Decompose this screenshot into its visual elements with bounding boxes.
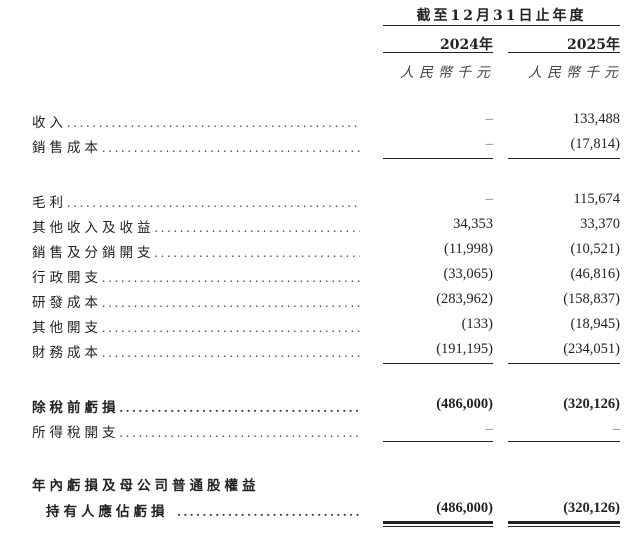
row-label-wrap: 行政開支....................................… bbox=[32, 266, 360, 286]
table-row: 所得稅開支...................................… bbox=[0, 421, 640, 441]
value-2024: – bbox=[485, 421, 493, 437]
final-row: 持有人應佔虧損 ................................… bbox=[0, 500, 640, 520]
row-label: 研發成本 bbox=[32, 295, 102, 311]
subtotal-underline bbox=[383, 158, 493, 159]
dot-leader: ........................................… bbox=[102, 140, 360, 155]
double-underline-2024 bbox=[383, 521, 493, 524]
table-row: 研發成本....................................… bbox=[0, 291, 640, 311]
table-row: 銷售成本....................................… bbox=[0, 136, 640, 156]
row-label-wrap: 銷售成本....................................… bbox=[32, 136, 360, 156]
dot-leader: ........................................… bbox=[102, 270, 360, 285]
value-2025: (158,837) bbox=[563, 291, 620, 307]
row-label-wrap: 其他開支....................................… bbox=[32, 316, 360, 336]
row-label-wrap: 毛利......................................… bbox=[32, 191, 360, 211]
row-label: 收入 bbox=[32, 115, 67, 131]
year-2025-header: 2025年 bbox=[567, 37, 620, 53]
double-underline-2024b bbox=[383, 526, 493, 527]
dot-leader: ........................................… bbox=[119, 425, 361, 440]
header-divider bbox=[383, 25, 620, 26]
row-label: 行政開支 bbox=[32, 270, 102, 286]
table-row: 其他開支....................................… bbox=[0, 316, 640, 336]
value-2025: (234,051) bbox=[563, 341, 620, 357]
dot-leader: ........................................… bbox=[67, 195, 360, 210]
value-2025: (18,945) bbox=[570, 316, 620, 332]
row-label-wrap: 所得稅開支...................................… bbox=[32, 421, 360, 441]
subtotal-underline bbox=[383, 441, 493, 442]
final-row-title: 年內虧損及母公司普通股權益 bbox=[0, 474, 640, 494]
dot-leader: ........................................… bbox=[102, 320, 360, 335]
table-row: 除稅前虧損...................................… bbox=[0, 396, 640, 416]
value-2024: – bbox=[485, 136, 493, 152]
year-2024-header: 2024年 bbox=[440, 37, 493, 53]
value-2025: 133,488 bbox=[572, 111, 620, 127]
row-label-wrap: 其他收入及收益.................................… bbox=[32, 216, 360, 236]
row-label-wrap: 銷售及分銷開支.................................… bbox=[32, 241, 360, 261]
row-label-wrap: 財務成本....................................… bbox=[32, 341, 360, 361]
period-header: 截至12月31日止年度 bbox=[416, 8, 587, 24]
value-2024: (133) bbox=[461, 316, 493, 332]
subtotal-underline bbox=[508, 158, 620, 159]
dot-leader: ........................................… bbox=[154, 220, 361, 235]
dot-leader: ........................................… bbox=[102, 345, 360, 360]
row-label: 銷售成本 bbox=[32, 140, 102, 156]
table-row: 其他收入及收益.................................… bbox=[0, 216, 640, 236]
row-label-wrap: 除稅前虧損...................................… bbox=[32, 396, 360, 416]
row-label-wrap: 研發成本....................................… bbox=[32, 291, 360, 311]
table-row: 財務成本....................................… bbox=[0, 341, 640, 361]
row-label: 其他收入及收益 bbox=[32, 220, 155, 236]
unit-2024: 人民幣千元 bbox=[400, 65, 495, 81]
row-label: 持有人應佔虧損 bbox=[46, 504, 169, 520]
year-2025-underline bbox=[508, 52, 620, 53]
row-label: 其他開支 bbox=[32, 320, 102, 336]
row-label: 毛利 bbox=[32, 195, 67, 211]
double-underline-2025 bbox=[508, 521, 620, 524]
dot-leader: ........................................… bbox=[154, 245, 361, 260]
value-2024: (191,195) bbox=[436, 341, 493, 357]
value-2024: (486,000) bbox=[436, 500, 493, 516]
dot-leader: ........................................… bbox=[177, 504, 360, 519]
value-2025: (320,126) bbox=[563, 500, 620, 516]
value-2024: (283,962) bbox=[436, 291, 493, 307]
value-2024: – bbox=[485, 191, 493, 207]
unit-2025: 人民幣千元 bbox=[528, 65, 623, 81]
value-2024: (486,000) bbox=[436, 396, 493, 412]
value-2024: 34,353 bbox=[453, 216, 493, 232]
table-row: 毛利......................................… bbox=[0, 191, 640, 211]
row-label: 所得稅開支 bbox=[32, 425, 120, 441]
row-label: 除稅前虧損 bbox=[32, 400, 120, 416]
value-2024: (11,998) bbox=[444, 241, 493, 257]
row-label: 年內虧損及母公司普通股權益 bbox=[32, 478, 260, 494]
value-2025: – bbox=[612, 421, 620, 437]
row-label-wrap: 持有人應佔虧損 ................................… bbox=[46, 500, 360, 520]
double-underline-2025b bbox=[508, 526, 620, 527]
dot-leader: ........................................… bbox=[102, 295, 360, 310]
subtotal-underline bbox=[508, 441, 620, 442]
table-row: 行政開支....................................… bbox=[0, 266, 640, 286]
value-2025: (320,126) bbox=[563, 396, 620, 412]
value-2024: (33,065) bbox=[443, 266, 493, 282]
dot-leader: ........................................… bbox=[119, 400, 361, 415]
year-2024-underline bbox=[383, 52, 493, 53]
value-2025: 115,674 bbox=[573, 191, 620, 207]
table-row: 銷售及分銷開支.................................… bbox=[0, 241, 640, 261]
dot-leader: ........................................… bbox=[67, 115, 360, 130]
value-2025: (17,814) bbox=[570, 136, 620, 152]
row-label: 銷售及分銷開支 bbox=[32, 245, 155, 261]
subtotal-underline bbox=[508, 363, 620, 364]
value-2025: 33,370 bbox=[580, 216, 620, 232]
row-label-wrap: 收入......................................… bbox=[32, 111, 360, 131]
row-label: 財務成本 bbox=[32, 345, 102, 361]
value-2024: – bbox=[485, 111, 493, 127]
value-2025: (46,816) bbox=[570, 266, 620, 282]
value-2025: (10,521) bbox=[570, 241, 620, 257]
table-row: 收入......................................… bbox=[0, 111, 640, 131]
subtotal-underline bbox=[383, 363, 493, 364]
